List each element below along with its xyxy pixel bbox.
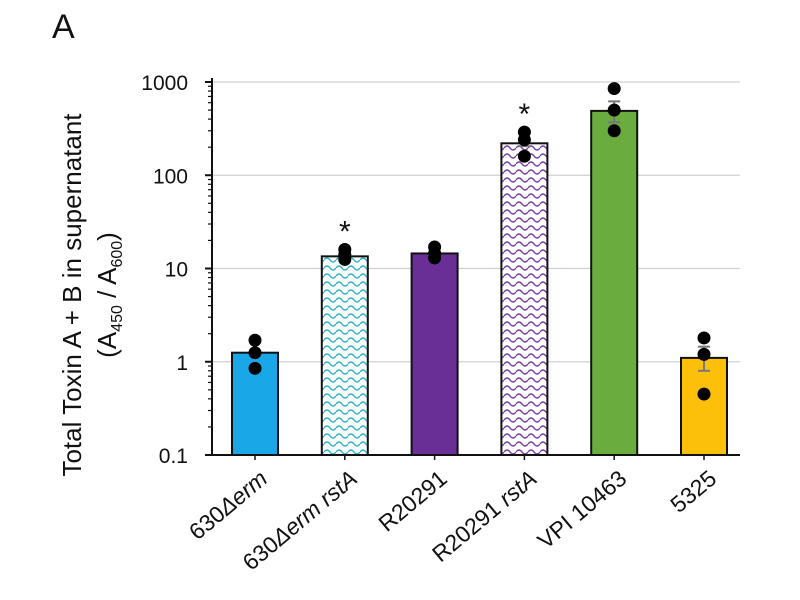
bar-vpi10463 xyxy=(590,109,639,456)
y-tick-label: 1000 xyxy=(141,72,188,95)
data-point-vpi10463 xyxy=(607,124,621,138)
data-point-r20291 xyxy=(428,251,442,265)
x-tick-label-5325: 5325 xyxy=(665,465,721,518)
data-point-5325 xyxy=(697,347,711,361)
y-axis-label-line1: Total Toxin A + B in supernatant xyxy=(57,113,87,477)
x-tick-label-630erm: 630Δerm xyxy=(184,465,272,545)
y-tick-label: 10 xyxy=(165,259,188,282)
panel-label: A xyxy=(52,8,75,46)
y-axis-label-line2: (A450 / A600) xyxy=(92,232,126,358)
data-point-vpi10463 xyxy=(607,103,621,117)
data-point-630erm xyxy=(248,333,262,347)
y-axis: 0.1 1 10 100 1000 xyxy=(141,72,740,468)
y-tick-label: 0.1 xyxy=(159,445,188,468)
x-tick-label-vpi10463: VPI 10463 xyxy=(532,465,631,554)
bar-630erm-rsta xyxy=(320,255,369,456)
data-point-630erm xyxy=(248,361,262,375)
data-point-630erm-rsta xyxy=(338,252,352,266)
data-point-5325 xyxy=(697,331,711,345)
bar-r20291-rsta xyxy=(500,142,549,456)
significance-marker-r20291-rsta: * xyxy=(519,98,531,131)
bar-5325 xyxy=(680,356,728,457)
grid-lines xyxy=(212,81,740,363)
data-points: ** xyxy=(248,82,711,401)
y-axis-label: Total Toxin A + B in supernatant (A450 /… xyxy=(57,113,126,477)
data-point-630erm xyxy=(248,346,262,360)
data-point-r20291-rsta xyxy=(517,133,531,147)
y-tick-label: 1 xyxy=(176,352,188,375)
significance-marker-630erm-rsta: * xyxy=(339,215,351,248)
data-point-r20291-rsta xyxy=(517,149,531,163)
y-tick-label: 100 xyxy=(153,165,188,188)
bars xyxy=(231,100,728,457)
data-point-vpi10463 xyxy=(607,82,621,96)
bar-r20291 xyxy=(410,252,459,456)
x-tick-label-r20291: R20291 xyxy=(373,465,451,537)
data-point-5325 xyxy=(697,387,711,401)
